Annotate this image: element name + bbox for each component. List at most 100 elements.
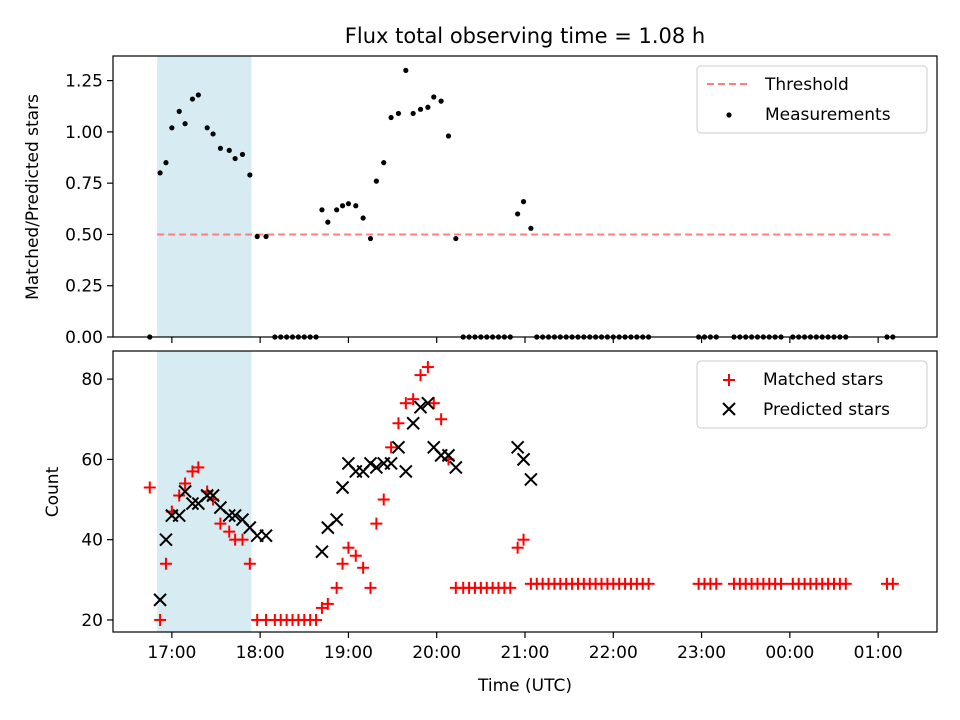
x-tick-label: 21:00: [501, 643, 550, 663]
measurement-point: [210, 131, 216, 137]
matched-star-point: [330, 581, 343, 594]
top-legend-box: [696, 65, 928, 134]
measurement-point: [403, 67, 409, 73]
measurement-point: [388, 114, 394, 121]
bottom-y-tick-label: 40: [81, 531, 103, 551]
legend-threshold-label: Threshold: [764, 75, 849, 95]
measurement-point: [239, 151, 246, 158]
measurement-point: [204, 125, 210, 131]
matched-star-point: [243, 557, 256, 570]
bottom-y-tick-label: 60: [81, 450, 103, 470]
measurement-point: [169, 125, 175, 131]
matched-star-point: [336, 557, 349, 570]
top-x-ticks: [171, 337, 879, 343]
top-legend: Threshold Measurements: [696, 65, 928, 134]
measurement-point: [163, 160, 169, 166]
matched-star-point: [775, 577, 788, 590]
top-y-tick-label: 0.00: [65, 328, 103, 348]
measurement-point: [334, 207, 340, 213]
measurement-point: [360, 215, 366, 221]
bottom-y-tick-label: 20: [81, 611, 103, 631]
matched-star-point: [236, 533, 249, 546]
x-tick-label: 23:00: [677, 643, 726, 663]
measurement-point: [410, 110, 416, 117]
x-tick-label: 18:00: [236, 643, 285, 663]
predicted-star-point: [153, 593, 167, 607]
legend-matched-marker: [723, 374, 735, 386]
top-highlight-span: [157, 56, 252, 337]
matched-star-point: [421, 361, 434, 374]
measurement-point: [520, 199, 527, 205]
matched-star-point: [399, 397, 412, 410]
matched-star-point: [427, 397, 440, 410]
predicted-star-point: [259, 528, 273, 543]
measurement-point: [189, 96, 196, 102]
legend-measurements-label: Measurements: [765, 105, 891, 125]
x-tick-label: 22:00: [589, 643, 638, 663]
measurement-point: [247, 172, 253, 178]
bottom-y-axis-label: Count: [43, 466, 63, 517]
predicted-star-point: [206, 488, 220, 503]
matched-star-point: [511, 541, 524, 554]
predicted-star-point: [329, 512, 344, 527]
predicted-star-point: [524, 472, 538, 487]
matched-star-point: [310, 613, 323, 626]
matched-star-point: [364, 581, 377, 594]
top-y-tick-label: 0.25: [65, 277, 103, 297]
measurement-point: [528, 225, 534, 231]
measurement-point: [319, 207, 325, 213]
top-highlight-layer: [157, 56, 252, 337]
matched-star-point: [435, 413, 448, 426]
measurement-point: [353, 203, 359, 209]
x-tick-label: 00:00: [765, 643, 814, 663]
measurement-point: [263, 233, 269, 240]
predicted-star-point: [363, 456, 378, 471]
matched-star-point: [173, 489, 186, 502]
predicted-star-point: [406, 416, 420, 430]
matched-star-point: [223, 525, 236, 538]
predicted-star-point: [421, 396, 435, 410]
predicted-star-point: [369, 460, 384, 475]
legend-predicted-label: Predicted stars: [763, 400, 890, 420]
predicted-star-point: [185, 496, 200, 511]
matched-star-point: [214, 517, 227, 530]
predicted-star-point: [441, 448, 456, 463]
legend-measurements-marker: [726, 112, 732, 118]
predicted-star-point: [172, 508, 186, 523]
measurement-point: [515, 211, 521, 217]
predicted-star-point: [413, 400, 428, 414]
predicted-star-point: [516, 452, 531, 467]
predicted-star-point: [384, 456, 398, 471]
matched-star-point: [710, 577, 723, 590]
matched-star-point: [321, 597, 334, 610]
matched-star-point: [839, 577, 852, 590]
measurement-point: [176, 108, 182, 114]
measurement-point: [373, 178, 379, 184]
measurement-point: [217, 145, 224, 151]
x-axis-label: Time (UTC): [477, 676, 572, 696]
top-y-axis: 0.00 0.25 0.50 0.75 1.00 1.25: [65, 72, 113, 348]
x-tick-label: 01:00: [854, 643, 903, 663]
bottom-legend-box: [696, 360, 928, 429]
predicted-star-point: [510, 440, 525, 455]
matched-star-point: [385, 441, 398, 454]
legend-predicted-marker: [722, 402, 736, 416]
predicted-star-point: [391, 440, 406, 455]
measurement-point: [417, 106, 424, 112]
chart-title: Flux total observing time = 1.08 h: [345, 24, 705, 48]
predicted-star-point: [159, 532, 173, 547]
matched-star-point: [342, 541, 355, 554]
measurement-point: [381, 160, 387, 166]
predicted-star-point: [178, 484, 192, 499]
matched-star-point: [504, 581, 517, 594]
measurement-point: [445, 133, 452, 139]
top-y-tick-label: 1.00: [65, 123, 103, 143]
matched-star-point: [392, 417, 405, 430]
bottom-y-tick-label: 80: [81, 370, 103, 390]
predicted-star-point: [222, 508, 236, 523]
predicted-star-point: [335, 480, 350, 495]
bottom-x-ticks: 17:00 18:00 19:00 20:00 21:00 22:00 23:00 00:00…: [147, 632, 903, 663]
matched-star-point: [517, 533, 530, 546]
measurement-point: [367, 235, 374, 242]
